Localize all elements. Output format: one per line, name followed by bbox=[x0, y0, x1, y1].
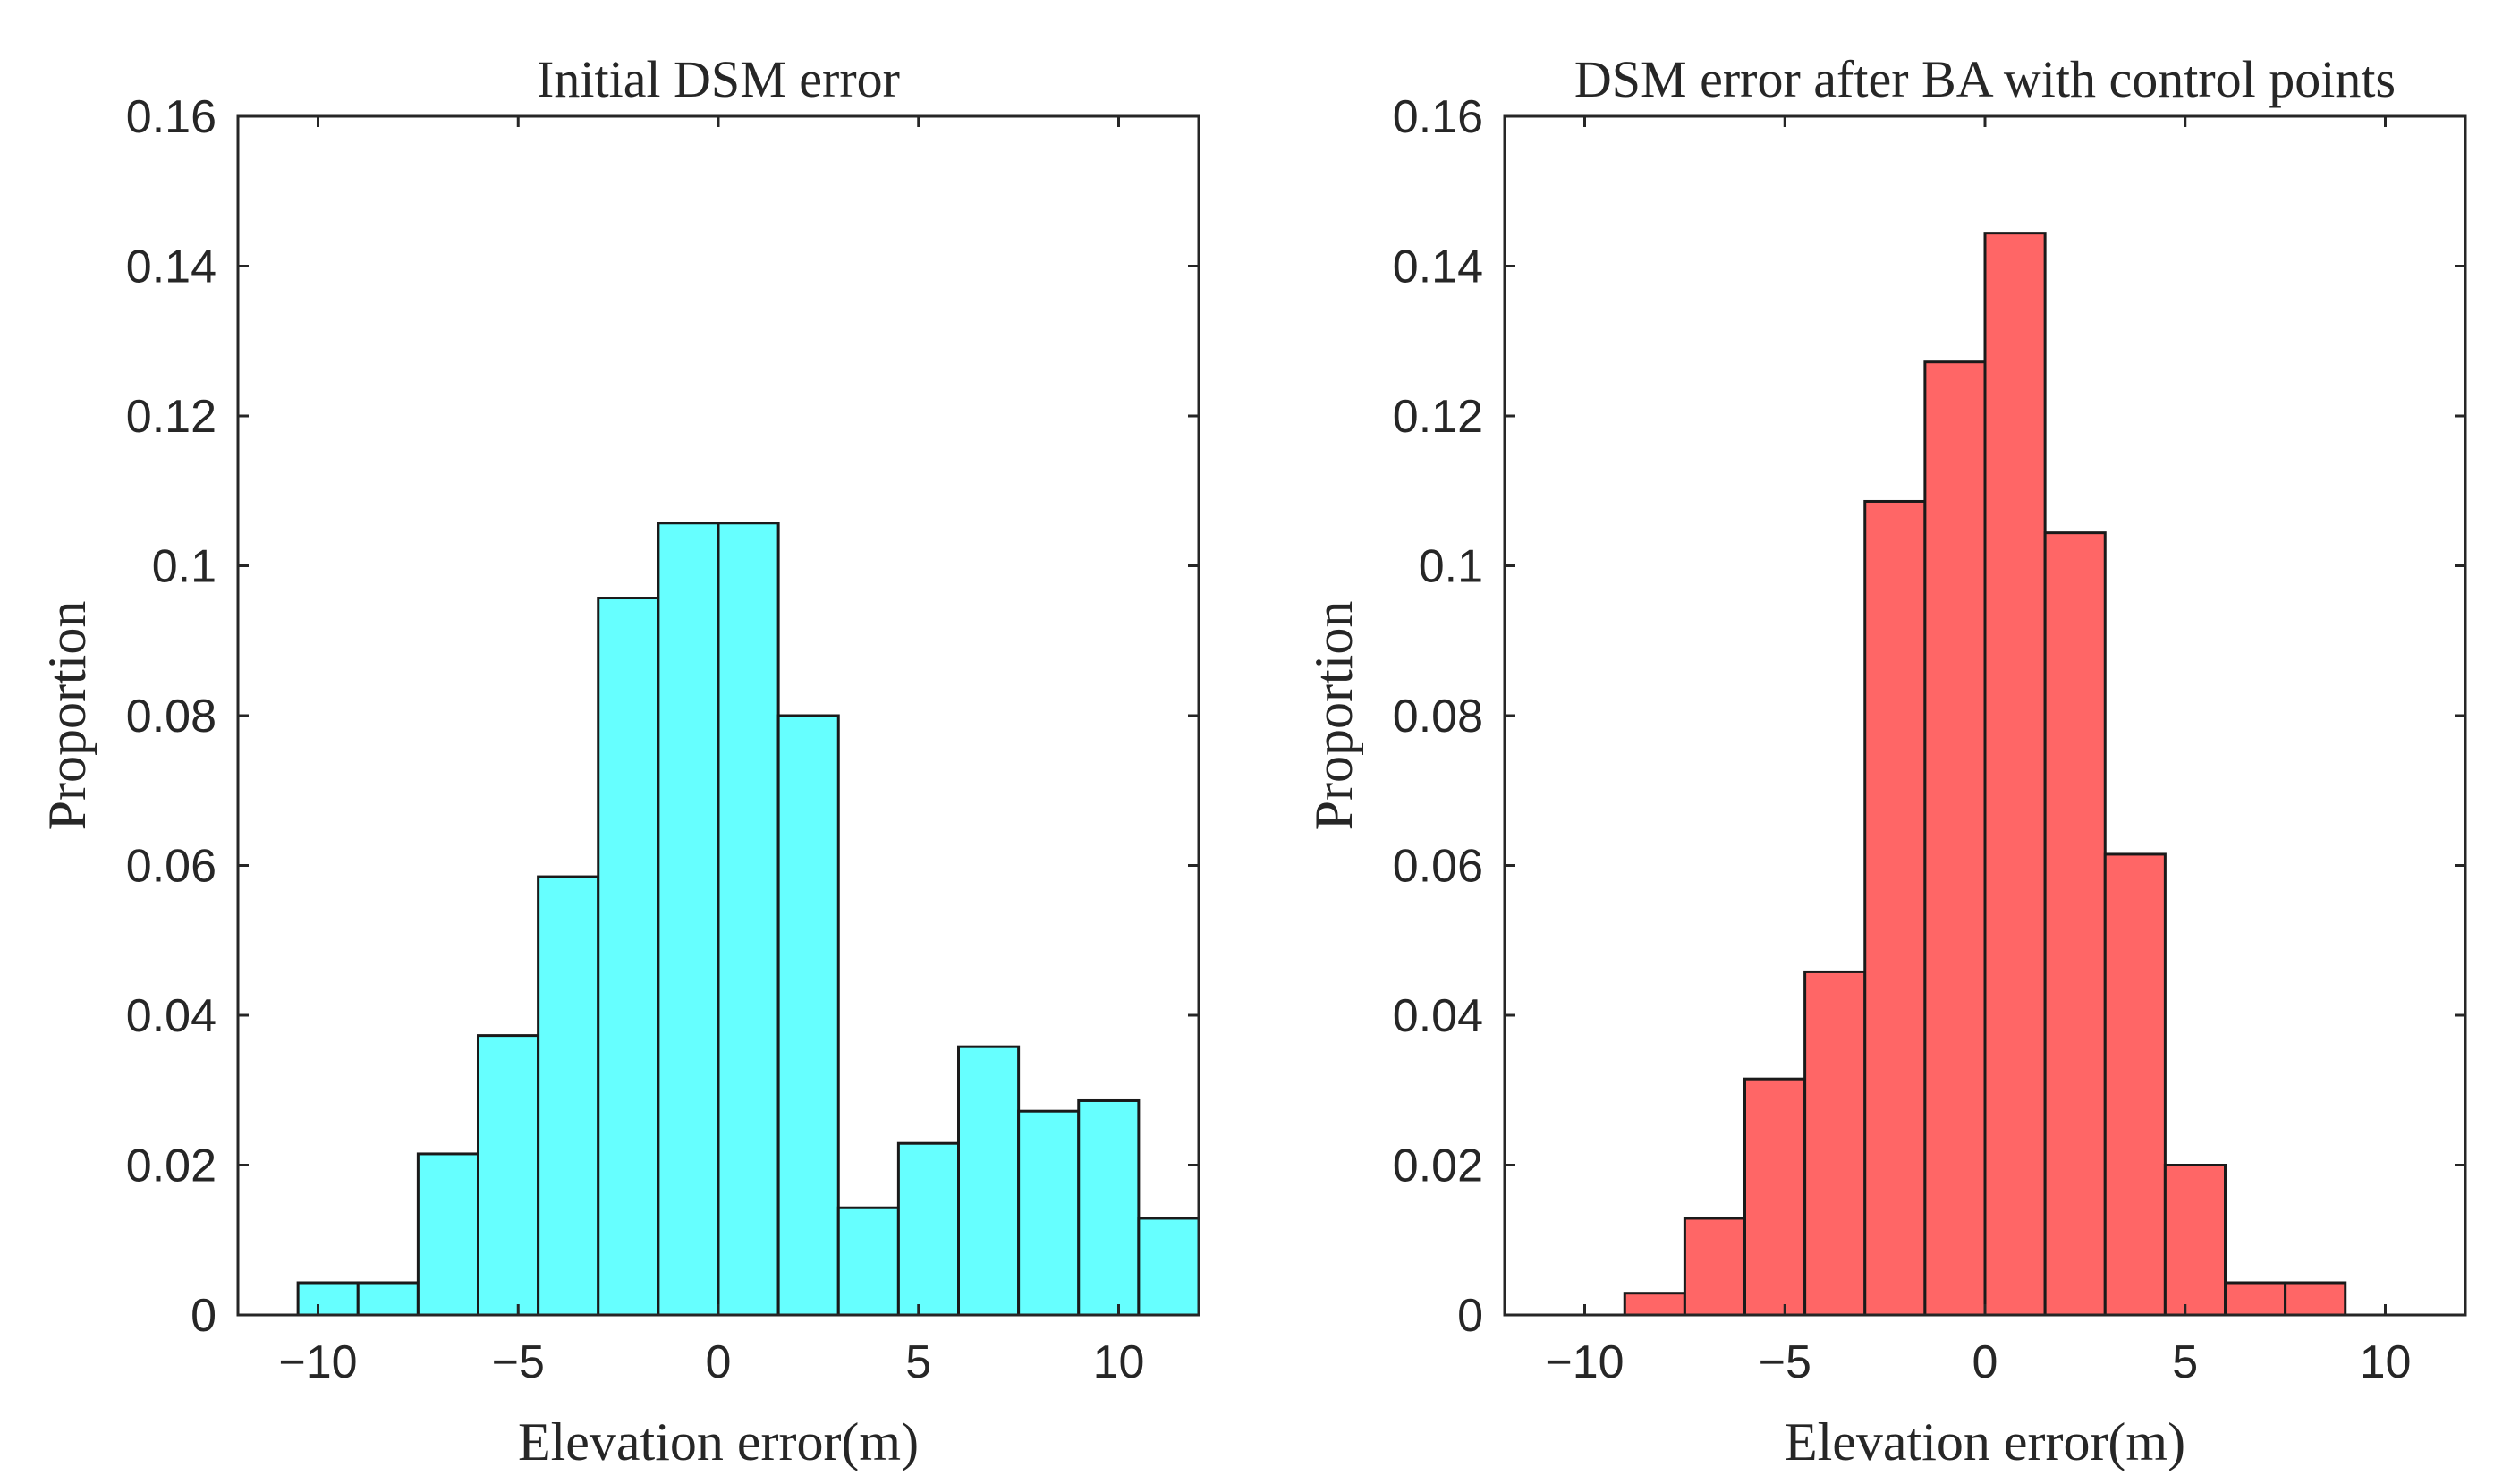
y-tick-label: 0.14 bbox=[1393, 242, 1483, 293]
ticks: 0 0.02 0.04 0.06 0.08 0.1 0.12 0.14 0.16 −10 −5 0 5 1… bbox=[1393, 91, 2465, 1388]
histogram-bar bbox=[1623, 1292, 1686, 1317]
histogram-bar bbox=[356, 1281, 420, 1317]
y-tick-label: 0.12 bbox=[1393, 391, 1483, 443]
histogram-bar bbox=[477, 1034, 540, 1317]
histogram-bar bbox=[1017, 1109, 1081, 1317]
histogram-bar bbox=[896, 1141, 960, 1317]
histogram-bar bbox=[2224, 1281, 2287, 1317]
x-tick-label: −10 bbox=[278, 1336, 357, 1388]
y-tick-label: 0.02 bbox=[126, 1141, 216, 1192]
y-tick-label: 0.16 bbox=[1393, 91, 1483, 143]
y-tick-label: 0 bbox=[191, 1290, 216, 1342]
y-axis-label: Proportion bbox=[38, 601, 97, 831]
y-tick-label: 0.16 bbox=[126, 91, 216, 143]
histogram-bar bbox=[1683, 1217, 1746, 1317]
histogram-bar bbox=[1077, 1098, 1141, 1317]
histogram-bar bbox=[776, 714, 840, 1317]
y-tick-label: 0.1 bbox=[152, 541, 216, 593]
histogram-bar bbox=[2103, 852, 2167, 1317]
y-tick-label: 0.06 bbox=[1393, 841, 1483, 893]
y-tick-label: 0 bbox=[1457, 1290, 1483, 1342]
histogram-bar bbox=[1137, 1217, 1200, 1317]
bars bbox=[296, 522, 1200, 1317]
bars bbox=[1623, 232, 2347, 1317]
histogram-dsm-error-after-ba: 0 0.02 0.04 0.06 0.08 0.1 0.12 0.14 0.16 −10 −5 0 5 1… bbox=[1304, 50, 2467, 1471]
y-tick-label: 0.04 bbox=[1393, 990, 1483, 1042]
histogram-bar bbox=[1743, 1077, 1807, 1317]
x-tick-label: 5 bbox=[2172, 1336, 2198, 1388]
x-tick-label: 10 bbox=[1093, 1336, 1145, 1388]
x-tick-label: −5 bbox=[492, 1336, 545, 1388]
histogram-bar bbox=[957, 1045, 1021, 1317]
x-tick-label: 10 bbox=[2360, 1336, 2412, 1388]
histogram-bar bbox=[657, 522, 720, 1317]
histogram-bar bbox=[416, 1152, 479, 1317]
x-axis-label: Elevation error(m) bbox=[1785, 1412, 2185, 1471]
histogram-bar bbox=[1983, 232, 2047, 1317]
x-tick-label: 5 bbox=[905, 1336, 931, 1388]
y-tick-label: 0.08 bbox=[1393, 691, 1483, 742]
histogram-bar bbox=[2284, 1281, 2347, 1317]
y-tick-label: 0.02 bbox=[1393, 1141, 1483, 1192]
y-tick-label: 0.14 bbox=[126, 242, 216, 293]
x-tick-label: −5 bbox=[1759, 1336, 1811, 1388]
y-axis-label: Proportion bbox=[1304, 601, 1363, 831]
chart-title: DSM error after BA with control points bbox=[1574, 50, 2396, 108]
histogram-bar bbox=[1923, 360, 1987, 1317]
histogram-bar bbox=[296, 1281, 360, 1317]
x-tick-label: 0 bbox=[706, 1336, 732, 1388]
histogram-initial-dsm-error: 0 0.02 0.04 0.06 0.08 0.1 0.12 0.14 0.16 −10 −5 0 5 1… bbox=[38, 50, 1200, 1471]
y-tick-label: 0.12 bbox=[126, 391, 216, 443]
y-tick-label: 0.1 bbox=[1419, 541, 1483, 593]
y-tick-label: 0.04 bbox=[126, 990, 216, 1042]
x-tick-label: 0 bbox=[1972, 1336, 1998, 1388]
x-tick-label: −10 bbox=[1545, 1336, 1624, 1388]
chart-title: Initial DSM error bbox=[537, 50, 900, 108]
histogram-bar bbox=[717, 522, 780, 1317]
histogram-bar bbox=[1803, 970, 1867, 1317]
histogram-bar bbox=[2043, 531, 2107, 1317]
y-tick-label: 0.06 bbox=[126, 841, 216, 893]
histogram-bar bbox=[1863, 499, 1927, 1317]
ticks: 0 0.02 0.04 0.06 0.08 0.1 0.12 0.14 0.16 −10 −5 0 5 1… bbox=[126, 91, 1199, 1388]
histogram-bar bbox=[537, 875, 600, 1317]
x-axis-label: Elevation error(m) bbox=[518, 1412, 919, 1471]
histogram-bar bbox=[597, 597, 660, 1317]
y-tick-label: 0.08 bbox=[126, 691, 216, 742]
histogram-bar bbox=[836, 1206, 900, 1317]
histogram-bar bbox=[2163, 1164, 2227, 1317]
